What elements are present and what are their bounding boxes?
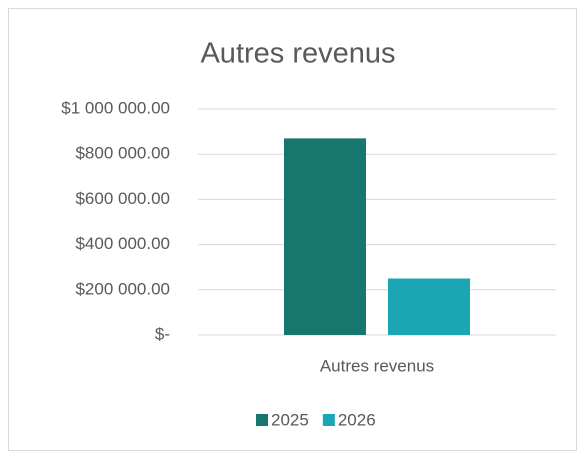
bar: [388, 278, 470, 335]
legend-label: 2025: [271, 410, 309, 429]
bar: [284, 138, 366, 335]
y-tick-label: $1 000 000.00: [61, 98, 170, 117]
y-tick-label: $200 000.00: [75, 279, 170, 298]
y-tick-label: $400 000.00: [75, 234, 170, 253]
x-tick-label: Autres revenus: [320, 356, 434, 375]
legend-swatch: [322, 414, 335, 426]
chart-title: Autres revenus: [200, 38, 395, 70]
legend-swatch: [256, 414, 268, 426]
y-tick-label: $-: [155, 324, 170, 343]
y-tick-label: $600 000.00: [75, 189, 170, 208]
y-tick-label: $800 000.00: [75, 144, 170, 163]
legend-label: 2026: [338, 410, 376, 429]
